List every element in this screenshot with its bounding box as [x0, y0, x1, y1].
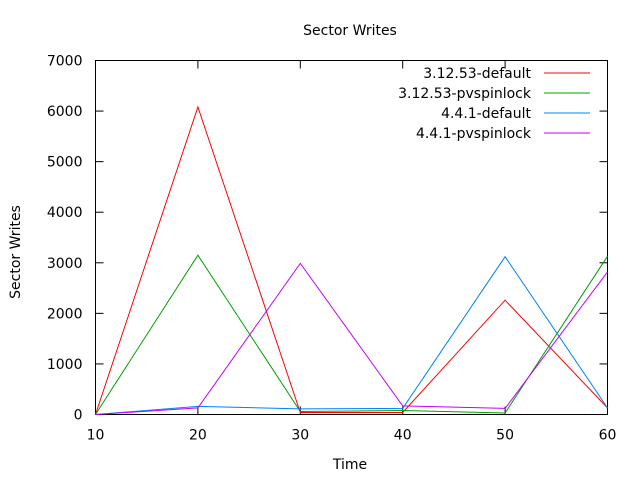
series-line-3	[95, 262, 608, 415]
x-tick-label-4: 50	[496, 428, 514, 444]
y-tick-label-2: 2000	[47, 306, 83, 322]
y-tick-label-7: 7000	[47, 54, 83, 70]
plot-frame	[95, 60, 608, 415]
x-tick-label-0: 10	[87, 428, 105, 444]
legend: 3.12.53-default 3.12.53-pvspinlock 4.4.1-d…	[398, 66, 590, 142]
y-axis-label: Sector Writes	[8, 205, 24, 299]
x-tick-label-1: 20	[189, 428, 207, 444]
series-line-2	[95, 255, 608, 415]
x-axis-label: Time	[332, 457, 367, 473]
y-tick-label-1: 1000	[47, 357, 83, 373]
x-tick-label-2: 30	[291, 428, 309, 444]
y-tick-label-4: 4000	[47, 205, 83, 221]
x-tick-label-5: 60	[599, 428, 617, 444]
y-tick-label-6: 6000	[47, 104, 83, 120]
x-tick-label-3: 40	[394, 428, 412, 444]
y-tick-label-3: 3000	[47, 256, 83, 272]
series-line-0	[95, 105, 608, 415]
legend-label-3: 4.4.1-pvspinlock	[416, 126, 532, 142]
y-tick-label-0: 0	[74, 408, 83, 424]
series-lines	[95, 105, 608, 415]
legend-label-0: 3.12.53-default	[423, 66, 531, 82]
legend-label-1: 3.12.53-pvspinlock	[398, 86, 532, 102]
legend-label-2: 4.4.1-default	[441, 106, 531, 122]
chart-title: Sector Writes	[303, 23, 397, 39]
axis-ticks: 0 1000 2000 3000 4000 5000 6000 7000 10 20 30 40 50 6…	[47, 54, 617, 444]
series-line-1	[95, 254, 608, 415]
y-tick-label-5: 5000	[47, 155, 83, 171]
